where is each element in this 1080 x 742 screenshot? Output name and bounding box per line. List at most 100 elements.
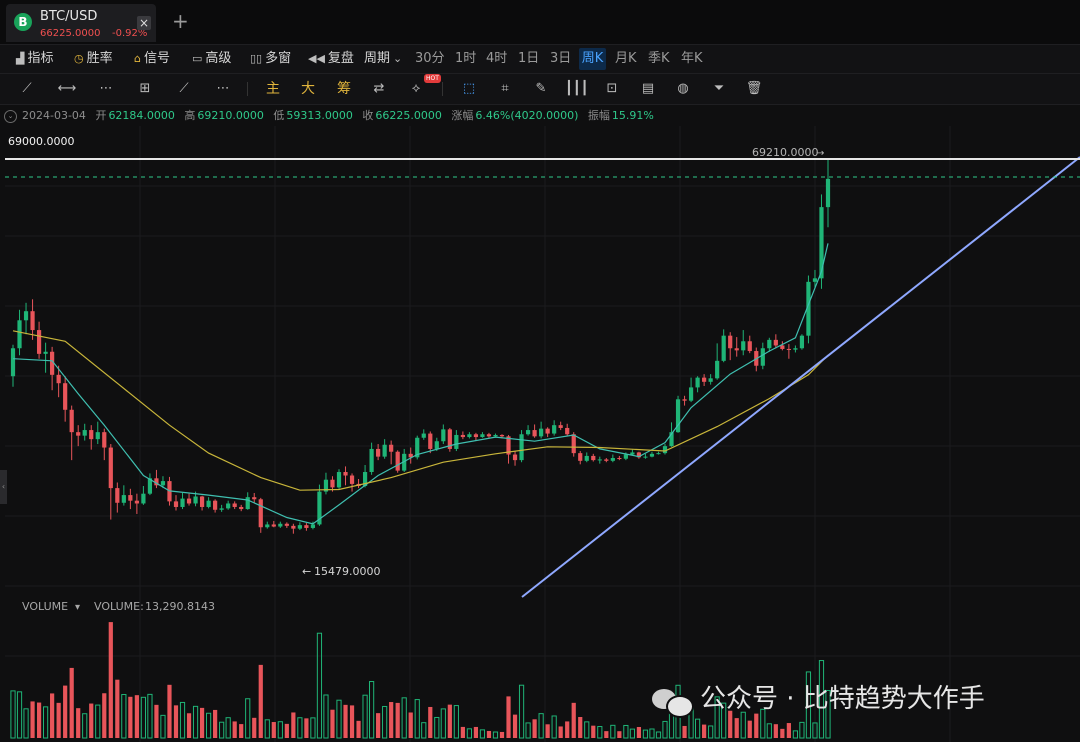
filter-icon[interactable]: ⏷ (713, 81, 725, 96)
volume-bar (460, 726, 465, 738)
volume-bar (799, 721, 805, 739)
trend-line-tool-icon[interactable]: ⟋ (22, 81, 32, 96)
win-rate-button[interactable]: ◷ 胜率 (74, 50, 113, 68)
candle (512, 451, 518, 466)
candle (662, 444, 668, 455)
timeframe-4h[interactable]: 4时 (486, 51, 508, 66)
replay-button[interactable]: ◀◀ 复盘 (308, 50, 354, 68)
volume-bar (115, 679, 120, 738)
candle (323, 472, 329, 495)
timeframe-1d[interactable]: 1日 (518, 51, 540, 66)
signal-button[interactable]: ⌂ 信号 (134, 50, 170, 68)
volume-bar (284, 723, 289, 738)
volume-bar (382, 705, 388, 739)
volume-bar (50, 693, 55, 738)
timeframe-quarterly[interactable]: 季K (648, 51, 670, 66)
magnet-icon[interactable]: ◍ (677, 81, 689, 96)
ohlc-change-label: 涨幅 (451, 109, 474, 122)
volume-bar (591, 725, 596, 738)
candle (232, 501, 237, 510)
advanced-button[interactable]: ▭ 高级 (192, 50, 231, 68)
candle-body (604, 459, 609, 461)
big-order-button[interactable]: 大 (301, 81, 315, 97)
candle-body (649, 453, 655, 457)
horizontal-line-tool-icon[interactable]: ⟷ (57, 81, 77, 96)
tab-btc-usd[interactable]: B BTC/USD 66225.0000 -0.92% × (6, 4, 156, 42)
candle (773, 334, 778, 349)
timeframe-monthly[interactable]: 月K (615, 51, 637, 66)
candle (102, 428, 107, 461)
candle-body (499, 434, 505, 437)
candle-body (219, 508, 224, 510)
more-tools-icon[interactable]: ⋯ (216, 81, 230, 96)
ray-tool-icon[interactable]: ⋯ (99, 81, 113, 96)
volume-bar (805, 671, 812, 739)
side-panel-handle[interactable]: ‹ (0, 470, 7, 504)
trash-icon[interactable]: 🗑 (745, 81, 763, 96)
main-chip-button[interactable]: 主 (266, 81, 280, 97)
period-dropdown[interactable]: 周期 ⌄ (364, 50, 405, 68)
ohlc-open-label: 开 (95, 109, 107, 122)
volume-bar (297, 717, 303, 739)
candles-icon[interactable]: ┃┃┃ (565, 81, 589, 96)
candle (147, 473, 153, 496)
volume-bar (401, 697, 407, 739)
candle (23, 302, 29, 335)
volume-bar (617, 731, 622, 738)
volume-bar (538, 713, 544, 739)
select-tool-icon[interactable]: ⬚ (462, 81, 476, 96)
candle (219, 504, 224, 512)
timeframe-30m[interactable]: 30分 (415, 51, 445, 66)
candle-body (473, 434, 479, 438)
volume-bar (721, 702, 727, 739)
swap-icon[interactable]: ⇄ (373, 81, 385, 96)
timeframe-weekly[interactable]: 周K (579, 48, 606, 70)
candle-body (617, 458, 622, 460)
candle-body (441, 429, 446, 442)
volume-bar (747, 720, 752, 738)
chip-distribution-button[interactable]: 筹 (337, 81, 351, 97)
candle (108, 444, 113, 520)
timeframe-3d[interactable]: 3日 (550, 51, 572, 66)
volume-bar (376, 713, 381, 738)
volume-bar (356, 720, 361, 738)
crosshair-tool-icon[interactable]: ⊞ (139, 81, 151, 96)
candle (597, 456, 602, 464)
volume-readout-label: VOLUME: (94, 600, 144, 613)
low-arrow-icon: ← (302, 565, 311, 578)
volume-bar (773, 724, 778, 738)
line-tool-icon[interactable]: ⟋ (179, 81, 189, 96)
indicators-button[interactable]: ▟ 指标 (16, 50, 53, 68)
signal-tool-icon[interactable]: ⟡ (411, 81, 421, 96)
add-tab-icon[interactable]: + (172, 9, 189, 33)
lock-icon[interactable]: ⊡ (606, 81, 618, 96)
candle-body (454, 434, 459, 449)
candle-body (799, 335, 805, 349)
candle-body (278, 523, 283, 527)
volume-bar (597, 726, 603, 739)
candle (799, 334, 805, 350)
note-icon[interactable]: ▤ (641, 81, 655, 96)
candle-body (284, 523, 289, 526)
ohlc-low: 59313.0000 (286, 109, 353, 122)
ruler-icon[interactable]: ⌗ (501, 81, 509, 96)
candles (10, 158, 831, 534)
candle-body (643, 456, 648, 458)
timeframe-yearly[interactable]: 年K (681, 51, 703, 66)
brush-icon[interactable]: ✎ (535, 81, 547, 96)
price-chart[interactable]: 69000.0000 69210.0000 → ← 15479.0000 VOL… (0, 126, 1080, 742)
main-toolbar: ▟ 指标 ◷ 胜率 ⌂ 信号 ▭ 高级 ▯▯ 多窗 ◀◀ 复盘 周期 ⌄ 30分 1时 4时 … (0, 45, 1080, 74)
close-icon[interactable]: × (137, 16, 151, 30)
volume-bar (16, 691, 23, 739)
multi-window-button[interactable]: ▯▯ 多窗 (250, 50, 291, 68)
candle (741, 330, 746, 356)
candle-body (793, 348, 798, 350)
candle-body (415, 437, 420, 458)
candle (349, 473, 355, 492)
timeframe-1h[interactable]: 1时 (455, 51, 477, 66)
candle-body (506, 436, 511, 455)
candle (186, 493, 192, 506)
collapse-icon[interactable]: ⌄ (4, 110, 17, 123)
volume-bar (702, 724, 707, 738)
candle (604, 458, 609, 463)
